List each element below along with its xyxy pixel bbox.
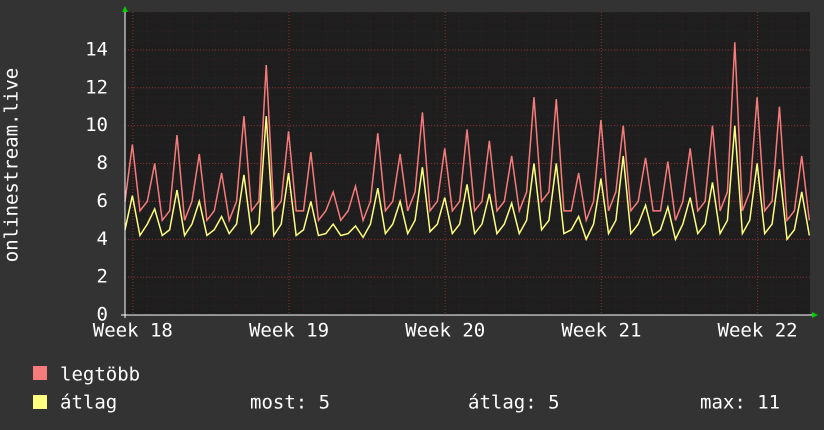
- x-tick-label: Week 21: [561, 320, 641, 342]
- stat-current: most: 5: [250, 392, 330, 414]
- y-tick-label: 4: [97, 228, 108, 250]
- x-arrow: [812, 312, 818, 318]
- stat-max: max: 11: [700, 392, 780, 414]
- y-tick-label: 8: [97, 152, 108, 174]
- y-arrow: [122, 6, 128, 12]
- legend-label: legtöbb: [60, 364, 140, 386]
- legend-swatch: [33, 395, 47, 409]
- marks: [124, 12, 811, 316]
- legend-swatch: [33, 366, 47, 380]
- x-tick-label: Week 20: [405, 320, 485, 342]
- y-axis-label: onlinestream.live: [1, 68, 23, 262]
- series-line: [124, 42, 811, 224]
- legend-label: átlag: [60, 392, 117, 414]
- y-tick-label: 2: [97, 266, 108, 288]
- y-tick-label: 10: [85, 114, 108, 136]
- y-tick-label: 14: [85, 38, 108, 60]
- y-tick-label: 0: [97, 304, 108, 326]
- x-tick-label: Week 22: [718, 320, 798, 342]
- y-tick-label: 6: [97, 190, 108, 212]
- series-line: [124, 116, 811, 242]
- stat-average: átlag: 5: [468, 392, 560, 414]
- y-tick-label: 12: [85, 76, 108, 98]
- x-tick-label: Week 19: [249, 320, 329, 342]
- x-tick-label: Week 18: [93, 320, 173, 342]
